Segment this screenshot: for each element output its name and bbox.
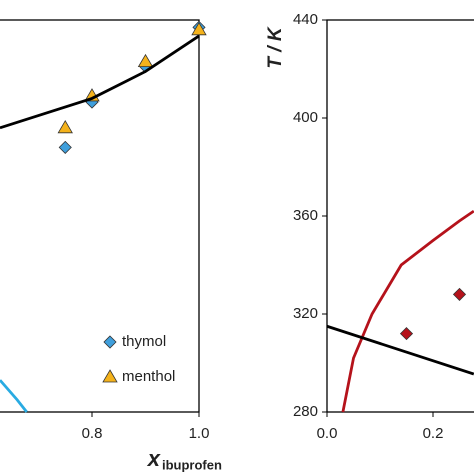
x-tick-label: 1.0 (189, 425, 210, 442)
y-tick-label: 280 (293, 403, 318, 420)
curve (0, 34, 200, 130)
y-tick-label: 400 (293, 109, 318, 126)
diamond-marker (452, 287, 467, 301)
plot-frame (0, 19, 200, 413)
y-axis-label: T / K (265, 26, 286, 68)
curve (341, 209, 474, 413)
triangle-marker (102, 369, 118, 383)
diamond-marker (399, 327, 414, 341)
curve (326, 324, 474, 376)
triangle-marker (191, 22, 207, 36)
diamond-marker (58, 140, 72, 154)
y-tick-label: 360 (293, 207, 318, 224)
triangle-marker (57, 120, 73, 134)
x-tick-label: 0.2 (423, 425, 444, 442)
curve (0, 379, 28, 413)
legend-label: thymol (122, 333, 166, 350)
x-axis-label: x (147, 446, 161, 471)
x-tick-label: 0.0 (317, 425, 338, 442)
x-tick-label: 0.8 (82, 425, 103, 442)
legend-label: menthol (122, 368, 175, 385)
diamond-marker (103, 335, 117, 349)
y-tick-label: 440 (293, 11, 318, 28)
plot-frame (326, 19, 474, 413)
y-tick-label: 320 (293, 305, 318, 322)
x-axis-label-sub: ibuprofen (162, 457, 222, 472)
triangle-marker (137, 53, 154, 68)
